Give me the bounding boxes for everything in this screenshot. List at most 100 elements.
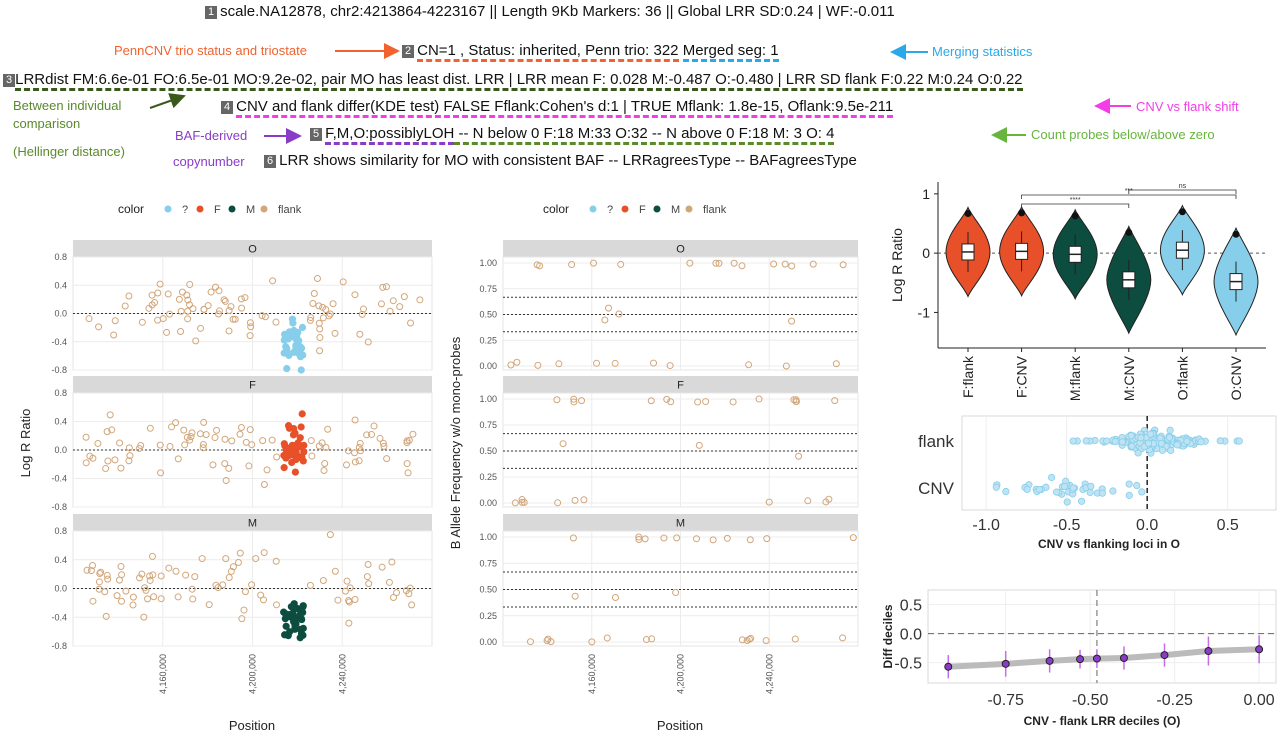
flank-point (356, 330, 364, 338)
flank-point (241, 294, 249, 302)
flank-point (221, 460, 229, 468)
baf-point (571, 496, 579, 504)
flank-point (400, 293, 408, 301)
flank-point (320, 467, 328, 475)
flank-point (219, 581, 227, 589)
flank-point (212, 581, 220, 589)
x-tick-label: -0.25 (1156, 692, 1193, 709)
y-tick-label: 0.75 (479, 284, 497, 294)
y-tick-label: 0.8 (54, 388, 67, 398)
flank-point (272, 557, 280, 565)
flank-point (138, 318, 146, 326)
category-label: CNV (918, 479, 955, 498)
panel-label: M (676, 518, 685, 530)
significance-bracket (1021, 194, 1237, 199)
x-tick-label: -0.50 (1072, 692, 1109, 709)
flank-point (146, 572, 154, 580)
cnv-point (291, 468, 299, 476)
panel-label: M (248, 518, 257, 530)
cnv-point (1063, 498, 1071, 506)
x-tick-label: -1.0 (972, 517, 1000, 534)
flank-point (192, 337, 200, 345)
baf-point (762, 637, 770, 645)
flank-point (186, 281, 194, 289)
cnv-point (291, 615, 299, 623)
flank-point (184, 315, 192, 323)
cnv-point (285, 328, 293, 336)
flank-point (186, 301, 194, 309)
flank-point (225, 464, 233, 472)
flank-point (182, 571, 190, 579)
cnv-point (283, 348, 291, 357)
flank-point (356, 439, 364, 447)
legend-title: color (118, 202, 144, 216)
flank-point (341, 587, 349, 595)
flank-point (308, 452, 316, 460)
flank-point (181, 441, 189, 449)
flank-point (227, 303, 235, 311)
y-tick-label: 0.5 (900, 598, 922, 615)
flank-point (154, 289, 162, 297)
decile-point (1204, 647, 1213, 656)
cnv-point (292, 343, 300, 351)
flank-point (377, 300, 385, 308)
flank-point (389, 594, 397, 602)
baf-panels: O 1.00 0.75 0.50 0.25 0.00 F 1.00 0.75 0.50 0.25 0.… (448, 240, 859, 733)
flank-point (234, 558, 242, 566)
y-tick-label: 0.0 (54, 309, 67, 319)
cnv-point (1078, 497, 1086, 505)
flank-point (111, 317, 119, 325)
flank-point (364, 561, 372, 569)
cnv-point (1125, 480, 1133, 488)
baf-point (763, 535, 771, 543)
y-tick-label: 0.0 (54, 584, 67, 594)
flank-point (180, 426, 188, 434)
x-tick-label: 4,240,000 (764, 654, 774, 694)
flank-point (116, 439, 124, 447)
flank-point (211, 434, 219, 442)
outlier (1071, 212, 1079, 220)
baf-point (788, 317, 796, 325)
panel-label: F (249, 380, 256, 392)
decile-point (1076, 655, 1085, 664)
flank-point (177, 328, 185, 336)
baf-point (663, 395, 671, 403)
flank-point (351, 595, 359, 603)
y-tick-label: -0.4 (51, 612, 67, 622)
flank-point (82, 433, 90, 441)
y-tick-label: 0.4 (54, 280, 67, 290)
flank-point (331, 329, 339, 337)
flank-point (370, 422, 378, 430)
violin-plot: 1 0 -1 Log R Ratio F:flank F:CNV M:flank M:CNV O… (889, 182, 1266, 401)
flank-point (1183, 437, 1191, 445)
cnv-point (299, 602, 307, 610)
flank-point (1127, 432, 1135, 440)
baf-point (571, 592, 579, 600)
flank-point (117, 563, 125, 571)
flank-point (212, 283, 220, 291)
baf-point (738, 262, 746, 270)
flank-point (135, 444, 143, 452)
panel-label: O (676, 244, 685, 256)
baf-point (804, 497, 812, 505)
flank-point (357, 447, 365, 455)
x-tick-label: O:flank (1174, 355, 1190, 400)
flank-point (108, 426, 116, 434)
label-1: 1 (205, 6, 218, 19)
baf-point (849, 534, 857, 542)
baf-point (648, 635, 656, 643)
flank-point (259, 596, 267, 604)
flank-point (346, 584, 354, 592)
flank-point (125, 292, 133, 300)
flank-point (393, 589, 401, 597)
flank-point (321, 460, 329, 468)
cnv-point (283, 612, 291, 620)
flank-point (129, 601, 137, 609)
flank-point (225, 327, 233, 335)
legend-label: ? (607, 204, 613, 216)
flank-point (344, 447, 352, 455)
cnv-point (1002, 487, 1010, 496)
flank-point (126, 452, 134, 460)
baf-point (520, 498, 528, 506)
outlier (1232, 230, 1240, 238)
